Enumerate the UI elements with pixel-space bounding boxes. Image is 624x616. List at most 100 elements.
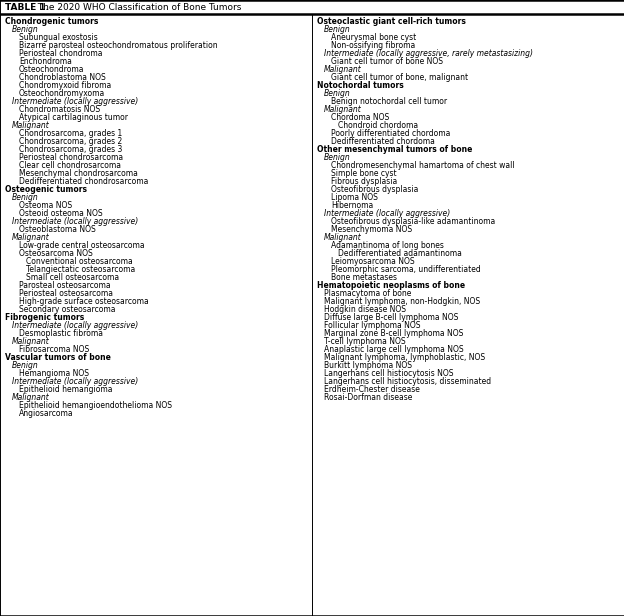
Text: Low-grade central osteosarcoma: Low-grade central osteosarcoma [19, 241, 145, 250]
Text: Osteofibrous dysplasia: Osteofibrous dysplasia [331, 185, 418, 194]
Text: Chondromyxoid fibroma: Chondromyxoid fibroma [19, 81, 111, 90]
Text: Fibrous dysplasia: Fibrous dysplasia [331, 177, 397, 186]
Text: Malignant: Malignant [324, 105, 362, 114]
Text: Periosteal chondroma: Periosteal chondroma [19, 49, 102, 58]
Text: Hibernoma: Hibernoma [331, 201, 373, 210]
Text: Osteoid osteoma NOS: Osteoid osteoma NOS [19, 209, 102, 218]
Text: Erdheim-Chester disease: Erdheim-Chester disease [324, 385, 420, 394]
Text: Malignant: Malignant [12, 121, 50, 130]
Text: Benign: Benign [324, 153, 351, 162]
Text: T-cell lymphoma NOS: T-cell lymphoma NOS [324, 337, 406, 346]
Text: Pleomorphic sarcoma, undifferentiated: Pleomorphic sarcoma, undifferentiated [331, 265, 480, 274]
Text: Simple bone cyst: Simple bone cyst [331, 169, 397, 178]
Text: Diffuse large B-cell lymphoma NOS: Diffuse large B-cell lymphoma NOS [324, 313, 459, 322]
Text: Malignant: Malignant [324, 233, 362, 242]
Text: Parosteal osteosarcoma: Parosteal osteosarcoma [19, 281, 110, 290]
Text: Epithelioid hemangioendothelioma NOS: Epithelioid hemangioendothelioma NOS [19, 401, 172, 410]
Text: Osteoma NOS: Osteoma NOS [19, 201, 72, 210]
Text: Intermediate (locally aggressive): Intermediate (locally aggressive) [324, 209, 451, 218]
Text: High-grade surface osteosarcoma: High-grade surface osteosarcoma [19, 297, 149, 306]
Text: Benign: Benign [12, 361, 39, 370]
Text: Dedifferentiated adamantinoma: Dedifferentiated adamantinoma [338, 249, 462, 258]
Text: Burkitt lymphoma NOS: Burkitt lymphoma NOS [324, 361, 412, 370]
Text: Poorly differentiated chordoma: Poorly differentiated chordoma [331, 129, 451, 138]
Text: Malignant: Malignant [12, 337, 50, 346]
Text: Chondrosarcoma, grades 1: Chondrosarcoma, grades 1 [19, 129, 122, 138]
Text: Fibrogenic tumors: Fibrogenic tumors [5, 313, 84, 322]
Text: Enchondroma: Enchondroma [19, 57, 72, 66]
Text: Anaplastic large cell lymphoma NOS: Anaplastic large cell lymphoma NOS [324, 345, 464, 354]
Text: Adamantinoma of long bones: Adamantinoma of long bones [331, 241, 444, 250]
Text: Dedifferentiated chordoma: Dedifferentiated chordoma [331, 137, 435, 146]
Text: Malignant: Malignant [324, 65, 362, 74]
Text: Osteosarcoma NOS: Osteosarcoma NOS [19, 249, 93, 258]
Text: Other mesenchymal tumors of bone: Other mesenchymal tumors of bone [317, 145, 472, 154]
Text: Chondrosarcoma, grades 2: Chondrosarcoma, grades 2 [19, 137, 122, 146]
Text: TABLE 1.: TABLE 1. [5, 2, 49, 12]
Text: Osteoclastic giant cell-rich tumors: Osteoclastic giant cell-rich tumors [317, 17, 466, 26]
Text: Secondary osteosarcoma: Secondary osteosarcoma [19, 305, 115, 314]
Text: Periosteal chondrosarcoma: Periosteal chondrosarcoma [19, 153, 123, 162]
Text: Benign: Benign [12, 25, 39, 34]
Text: Langerhans cell histiocytosis, disseminated: Langerhans cell histiocytosis, dissemina… [324, 377, 491, 386]
Text: Langerhans cell histiocytosis NOS: Langerhans cell histiocytosis NOS [324, 369, 454, 378]
Text: Aneurysmal bone cyst: Aneurysmal bone cyst [331, 33, 416, 42]
Text: Osteochondroma: Osteochondroma [19, 65, 84, 74]
Text: Desmoplastic fibroma: Desmoplastic fibroma [19, 329, 103, 338]
Text: Giant cell tumor of bone, malignant: Giant cell tumor of bone, malignant [331, 73, 468, 82]
Text: Plasmacytoma of bone: Plasmacytoma of bone [324, 289, 411, 298]
Text: Intermediate (locally aggressive): Intermediate (locally aggressive) [12, 97, 139, 106]
Text: Epithelioid hemangioma: Epithelioid hemangioma [19, 385, 112, 394]
Text: Conventional osteosarcoma: Conventional osteosarcoma [26, 257, 133, 266]
Text: Benign: Benign [324, 89, 351, 98]
Text: Bone metastases: Bone metastases [331, 273, 397, 282]
Text: Osteochondromyxoma: Osteochondromyxoma [19, 89, 105, 98]
Text: Mesenchymoma NOS: Mesenchymoma NOS [331, 225, 412, 234]
Text: Benign: Benign [324, 25, 351, 34]
Text: Bizarre parosteal osteochondromatous proliferation: Bizarre parosteal osteochondromatous pro… [19, 41, 218, 50]
Text: Chondromesenchymal hamartoma of chest wall: Chondromesenchymal hamartoma of chest wa… [331, 161, 515, 170]
Text: Angiosarcoma: Angiosarcoma [19, 409, 74, 418]
Text: Leiomyosarcoma NOS: Leiomyosarcoma NOS [331, 257, 414, 266]
Text: Benign: Benign [12, 193, 39, 202]
Text: Chondroid chordoma: Chondroid chordoma [338, 121, 418, 130]
Text: Intermediate (locally aggressive, rarely metastasizing): Intermediate (locally aggressive, rarely… [324, 49, 533, 58]
Text: Intermediate (locally aggressive): Intermediate (locally aggressive) [12, 217, 139, 226]
Text: Lipoma NOS: Lipoma NOS [331, 193, 378, 202]
Text: Periosteal osteosarcoma: Periosteal osteosarcoma [19, 289, 113, 298]
Text: Chondrogenic tumors: Chondrogenic tumors [5, 17, 99, 26]
Text: Non-ossifying fibroma: Non-ossifying fibroma [331, 41, 415, 50]
Text: Malignant: Malignant [12, 233, 50, 242]
Text: Fibrosarcoma NOS: Fibrosarcoma NOS [19, 345, 89, 354]
Text: Notochordal tumors: Notochordal tumors [317, 81, 404, 90]
Text: Osteoblastoma NOS: Osteoblastoma NOS [19, 225, 95, 234]
Text: Telangiectatic osteosarcoma: Telangiectatic osteosarcoma [26, 265, 135, 274]
Text: Osteogenic tumors: Osteogenic tumors [5, 185, 87, 194]
Text: Osteofibrous dysplasia-like adamantinoma: Osteofibrous dysplasia-like adamantinoma [331, 217, 495, 226]
Text: Hematopoietic neoplasms of bone: Hematopoietic neoplasms of bone [317, 281, 465, 290]
Text: Benign notochordal cell tumor: Benign notochordal cell tumor [331, 97, 447, 106]
Text: Malignant lymphoma, lymphoblastic, NOS: Malignant lymphoma, lymphoblastic, NOS [324, 353, 485, 362]
Text: Small cell osteosarcoma: Small cell osteosarcoma [26, 273, 119, 282]
Text: Clear cell chondrosarcoma: Clear cell chondrosarcoma [19, 161, 121, 170]
Text: Intermediate (locally aggressive): Intermediate (locally aggressive) [12, 321, 139, 330]
Text: Chondromatosis NOS: Chondromatosis NOS [19, 105, 100, 114]
Text: Mesenchymal chondrosarcoma: Mesenchymal chondrosarcoma [19, 169, 138, 178]
Text: Vascular tumors of bone: Vascular tumors of bone [5, 353, 111, 362]
Text: Rosai-Dorfman disease: Rosai-Dorfman disease [324, 393, 412, 402]
Text: Hemangioma NOS: Hemangioma NOS [19, 369, 89, 378]
Text: Subungual exostosis: Subungual exostosis [19, 33, 98, 42]
Text: Chordoma NOS: Chordoma NOS [331, 113, 389, 122]
Text: Malignant: Malignant [12, 393, 50, 402]
Text: Dedifferentiated chondrosarcoma: Dedifferentiated chondrosarcoma [19, 177, 149, 186]
Text: Malignant lymphoma, non-Hodgkin, NOS: Malignant lymphoma, non-Hodgkin, NOS [324, 297, 480, 306]
Text: Follicular lymphoma NOS: Follicular lymphoma NOS [324, 321, 421, 330]
Text: Atypical cartilaginous tumor: Atypical cartilaginous tumor [19, 113, 128, 122]
Text: Chondrosarcoma, grades 3: Chondrosarcoma, grades 3 [19, 145, 122, 154]
Text: Chondroblastoma NOS: Chondroblastoma NOS [19, 73, 105, 82]
Text: The 2020 WHO Classification of Bone Tumors: The 2020 WHO Classification of Bone Tumo… [32, 2, 241, 12]
Text: Giant cell tumor of bone NOS: Giant cell tumor of bone NOS [331, 57, 443, 66]
Text: Marginal zone B-cell lymphoma NOS: Marginal zone B-cell lymphoma NOS [324, 329, 464, 338]
Text: Intermediate (locally aggressive): Intermediate (locally aggressive) [12, 377, 139, 386]
Text: Hodgkin disease NOS: Hodgkin disease NOS [324, 305, 406, 314]
